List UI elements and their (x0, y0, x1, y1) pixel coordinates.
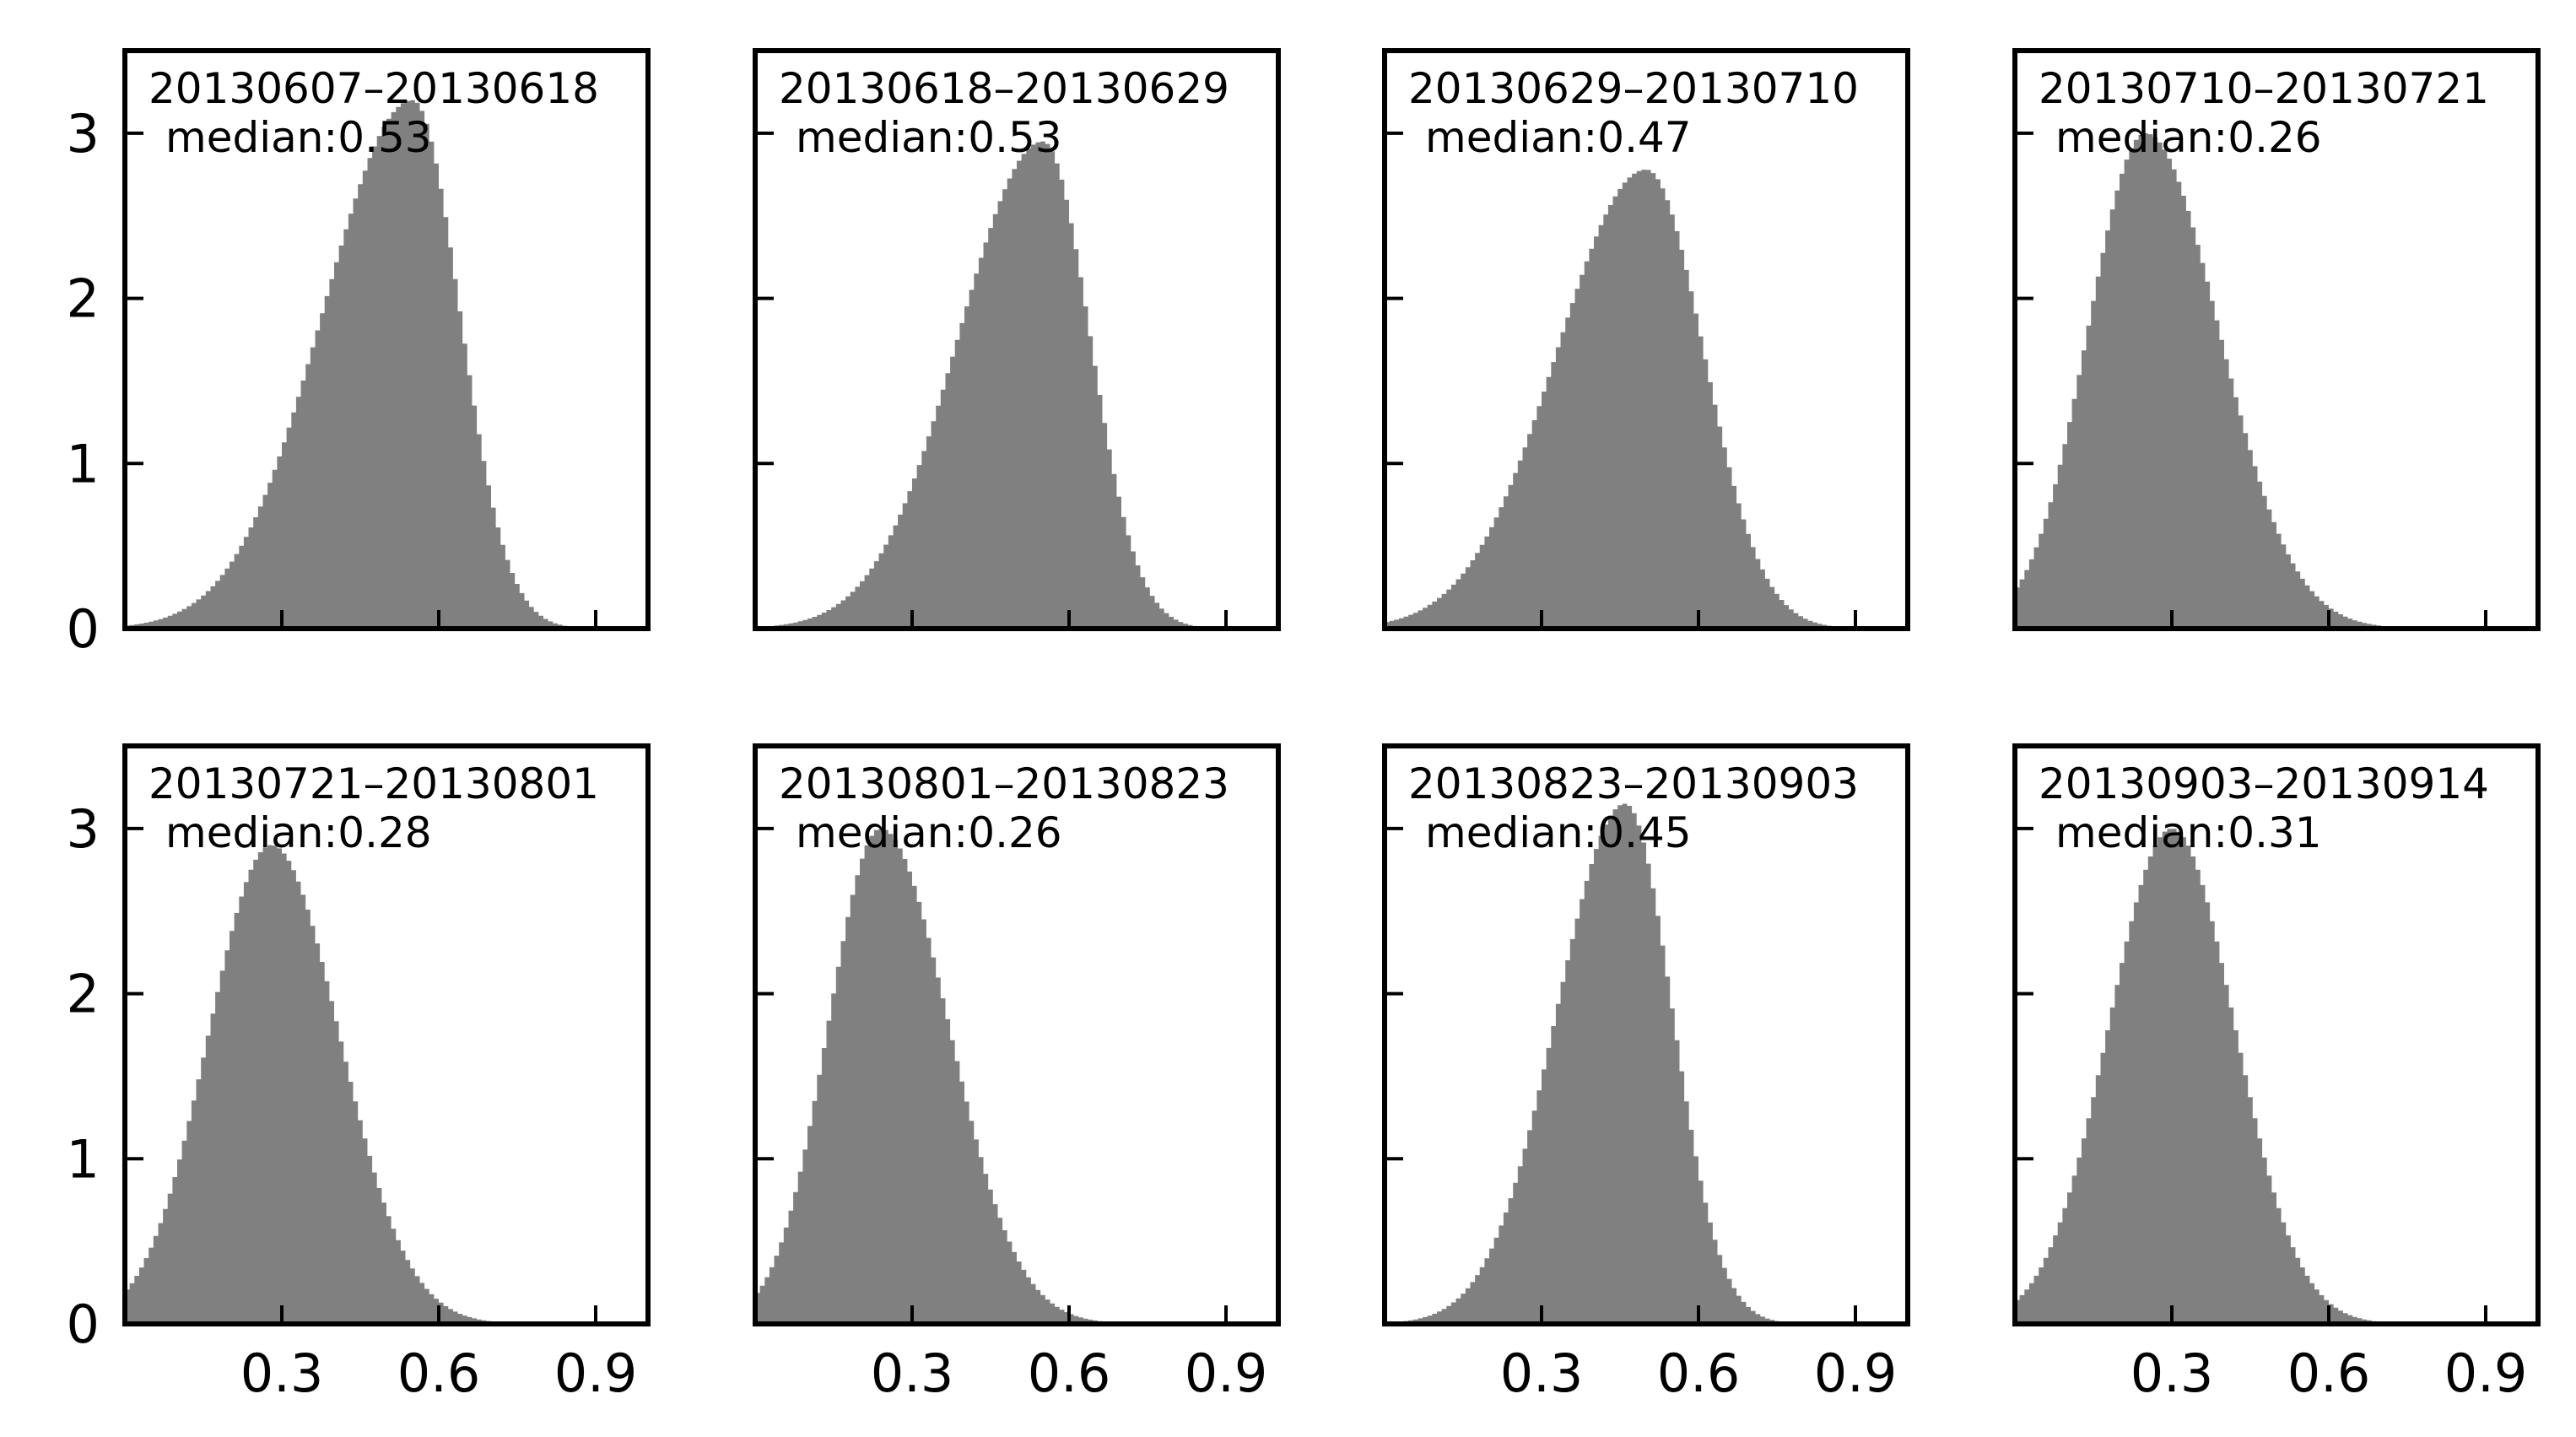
panel-date-range: 20130801–20130823 (779, 759, 1229, 808)
panel-median: median:0.31 (2055, 808, 2322, 857)
x-tick-label: 0.9 (1814, 1342, 1898, 1404)
y-tick-label: 2 (67, 964, 100, 1025)
x-tick-label: 0.3 (1500, 1342, 1584, 1404)
histogram-bars (2015, 829, 2538, 1324)
x-tick-label: 0.3 (2130, 1342, 2214, 1404)
panel-frame (753, 743, 1281, 1326)
x-tick-label: 0.3 (240, 1342, 324, 1404)
panel-median: median:0.26 (2055, 113, 2322, 162)
x-tick-label: 0.6 (1028, 1342, 1111, 1404)
panel-date-range: 20130629–20130710 (1408, 64, 1859, 113)
panel-date-range: 20130903–20130914 (2039, 759, 2489, 808)
histogram-bars (755, 141, 1278, 629)
panel-median: median:0.47 (1425, 113, 1692, 162)
y-tick-label: 3 (67, 798, 100, 860)
y-tick-label: 3 (67, 103, 100, 165)
x-tick-label: 0.9 (1185, 1342, 1268, 1404)
panel-frame (122, 743, 651, 1326)
histogram-bars (2015, 132, 2538, 629)
x-tick-label: 0.3 (871, 1342, 954, 1404)
panel-frame (122, 48, 651, 631)
panel-date-range: 20130823–20130903 (1408, 759, 1859, 808)
y-tick-label: 0 (67, 598, 100, 660)
histogram-bars (1385, 170, 1908, 629)
y-tick-label: 1 (67, 433, 100, 494)
x-tick-label: 0.6 (1657, 1342, 1741, 1404)
panel-5: 0 1 2 3 0.3 0.6 0.9 20130721–20130801median:0.2… (67, 743, 651, 1404)
panel-median: median:0.53 (796, 113, 1062, 162)
panel-frame (2012, 48, 2541, 631)
y-tick-label: 2 (67, 268, 100, 330)
panel-median: median:0.45 (1425, 808, 1692, 857)
panel-frame (753, 48, 1281, 631)
panel-median: median:0.28 (165, 808, 432, 857)
histogram-bars (755, 828, 1278, 1324)
histogram-bars (125, 100, 648, 629)
x-tick-label: 0.9 (2444, 1342, 2528, 1404)
x-tick-label: 0.6 (397, 1342, 481, 1404)
panel-date-range: 20130607–20130618 (149, 64, 599, 113)
histogram-bars (1385, 803, 1908, 1324)
histogram-bars (125, 845, 648, 1324)
panel-date-range: 20130721–20130801 (149, 759, 599, 808)
y-tick-label: 0 (67, 1294, 100, 1355)
panel-median: median:0.53 (165, 113, 432, 162)
panel-frame (2012, 743, 2541, 1326)
y-tick-label: 1 (67, 1128, 100, 1190)
panel-frame (1382, 743, 1910, 1326)
x-tick-label: 0.9 (554, 1342, 638, 1404)
x-tick-label: 0.6 (2287, 1342, 2371, 1404)
panel-date-range: 20130710–20130721 (2039, 64, 2489, 113)
panel-date-range: 20130618–20130629 (779, 64, 1229, 113)
panel-median: median:0.26 (796, 808, 1062, 857)
panel-frame (1382, 48, 1910, 631)
